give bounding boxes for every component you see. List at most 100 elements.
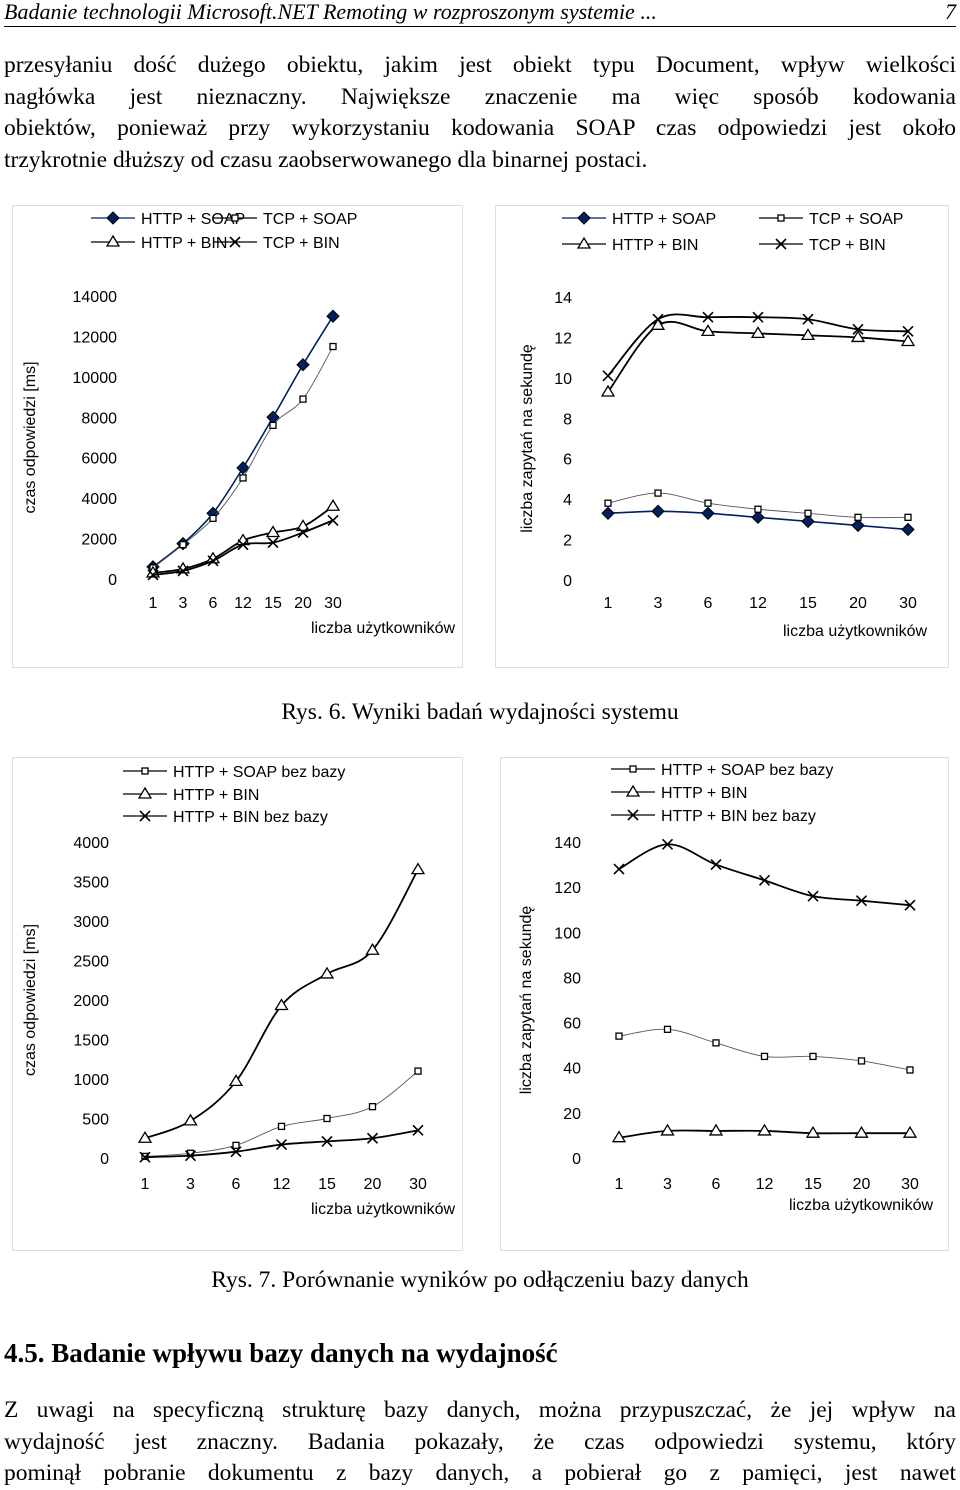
chart-fig7-requests-per-second: 0 20 40 60 80 100 120 140 1 3 6 12 15 20 30 liczba użyt… <box>500 757 949 1251</box>
y-tick-label: 12 <box>554 330 572 347</box>
x-tick-label: 30 <box>324 595 342 612</box>
y-tick-label: 10000 <box>73 370 118 387</box>
data-point <box>852 323 864 335</box>
legend-label: HTTP + BIN <box>141 235 227 252</box>
x-tick-label: 20 <box>853 1176 871 1193</box>
data-point <box>299 395 307 403</box>
data-point <box>319 966 335 979</box>
y-tick-label: 0 <box>563 573 572 590</box>
y-tick-label: 140 <box>554 835 581 852</box>
x-tick-label: 20 <box>294 595 312 612</box>
legend-marker <box>625 784 641 797</box>
text-line: Z uwagi na specyficzną strukturę bazy da… <box>4 1397 956 1423</box>
x-axis-title: liczba użytkowników <box>789 1197 934 1214</box>
data-point <box>326 309 340 323</box>
data-point <box>137 1130 153 1143</box>
y-axis-title: liczba zapytań na sekundę <box>519 344 536 533</box>
legend-marker <box>775 238 787 250</box>
x-tick-label: 1 <box>604 595 613 612</box>
data-point <box>600 384 616 397</box>
data-point <box>654 489 662 497</box>
legend-marker <box>777 214 785 222</box>
page-number: 7 <box>945 0 956 24</box>
data-point <box>900 334 916 347</box>
data-point <box>801 514 815 529</box>
data-point <box>139 1151 151 1163</box>
legend-label: HTTP + BIN bez bazy <box>173 809 328 826</box>
data-point <box>661 838 674 850</box>
legend-label: HTTP + BIN <box>661 785 747 802</box>
data-point <box>804 509 812 517</box>
y-tick-label: 3000 <box>73 914 109 931</box>
x-tick-label: 30 <box>901 1176 919 1193</box>
x-tick-label: 30 <box>899 595 917 612</box>
data-point <box>902 325 914 337</box>
legend-label: HTTP + BIN <box>173 787 259 804</box>
data-point <box>277 1122 286 1131</box>
data-point <box>700 324 716 337</box>
text-line: obiektów, ponieważ przy wykorzystaniu ko… <box>4 115 956 141</box>
legend-label: TCP + BIN <box>809 237 886 254</box>
data-point <box>800 328 816 341</box>
y-tick-label: 10 <box>554 371 572 388</box>
x-tick-label: 3 <box>663 1176 672 1193</box>
x-tick-label: 6 <box>704 595 713 612</box>
y-tick-label: 1000 <box>73 1072 109 1089</box>
data-point <box>295 519 311 532</box>
data-point <box>412 1124 424 1136</box>
legend-label: HTTP + SOAP bez bazy <box>173 764 345 781</box>
data-point <box>321 1135 333 1147</box>
x-tick-label: 3 <box>186 1176 195 1193</box>
y-tick-label: 80 <box>563 970 581 987</box>
data-point <box>177 565 189 577</box>
text-line: nagłówka jest nieznaczny. Największe zna… <box>4 83 956 110</box>
chart-fig6-requests-per-second: 0 2 4 6 8 10 12 14 1 3 6 12 15 20 30 liczba użytkownikó… <box>495 205 949 668</box>
x-tick-label: 12 <box>756 1176 774 1193</box>
data-point <box>758 874 771 886</box>
data-point <box>179 540 187 549</box>
chart-fig6-response-time: 0 2000 4000 6000 8000 10000 12000 14000 1 3 6 12 15 2… <box>12 205 463 668</box>
data-point <box>414 1067 422 1075</box>
y-axis-title: czas odpowiedzi [ms] <box>22 924 39 1076</box>
y-tick-label: 120 <box>554 880 581 897</box>
x-tick-label: 6 <box>712 1176 721 1193</box>
section-heading: 4.5. Badanie wpływu bazy danych na wydaj… <box>4 1338 558 1369</box>
x-tick-label: 20 <box>364 1176 382 1193</box>
data-point <box>904 513 912 521</box>
data-point <box>366 1132 379 1144</box>
legend-label: TCP + SOAP <box>809 211 903 228</box>
y-tick-label: 3500 <box>73 875 109 892</box>
data-point <box>854 1125 869 1138</box>
x-tick-label: 6 <box>232 1176 241 1193</box>
y-tick-label: 0 <box>100 1151 109 1168</box>
text-line: trzykrotnie dłuższy od czasu zaobserwowa… <box>4 146 648 173</box>
data-point <box>236 461 250 475</box>
data-point <box>652 313 664 325</box>
legend-marker <box>105 234 121 247</box>
y-tick-label: 2500 <box>73 954 109 971</box>
series-line-http-soap-bez-bazy <box>618 1028 911 1071</box>
data-point <box>207 555 219 567</box>
x-tick-label: 1 <box>615 1176 624 1193</box>
data-point <box>901 522 915 537</box>
y-tick-label: 20 <box>563 1106 581 1123</box>
data-point <box>184 1150 197 1162</box>
y-tick-label: 0 <box>572 1151 581 1168</box>
text-line: przesyłaniu dość dużego obiektu, jakim j… <box>4 52 956 78</box>
legend-marker <box>577 211 591 225</box>
legend-marker <box>627 809 639 821</box>
data-point <box>228 1074 244 1087</box>
data-point <box>710 859 722 871</box>
y-tick-label: 14000 <box>73 289 118 306</box>
data-point <box>230 1146 242 1158</box>
legend-label: HTTP + SOAP <box>141 211 245 228</box>
y-tick-label: 8000 <box>81 410 117 427</box>
data-point <box>611 1130 627 1143</box>
legend-marker <box>231 214 239 222</box>
figure-caption-6: Rys. 6. Wyniki badań wydajności systemu <box>281 699 679 725</box>
y-tick-label: 4000 <box>81 491 117 508</box>
legend-marker <box>141 767 149 775</box>
x-tick-label: 15 <box>318 1176 336 1193</box>
data-point <box>269 421 277 430</box>
data-point <box>147 569 159 581</box>
